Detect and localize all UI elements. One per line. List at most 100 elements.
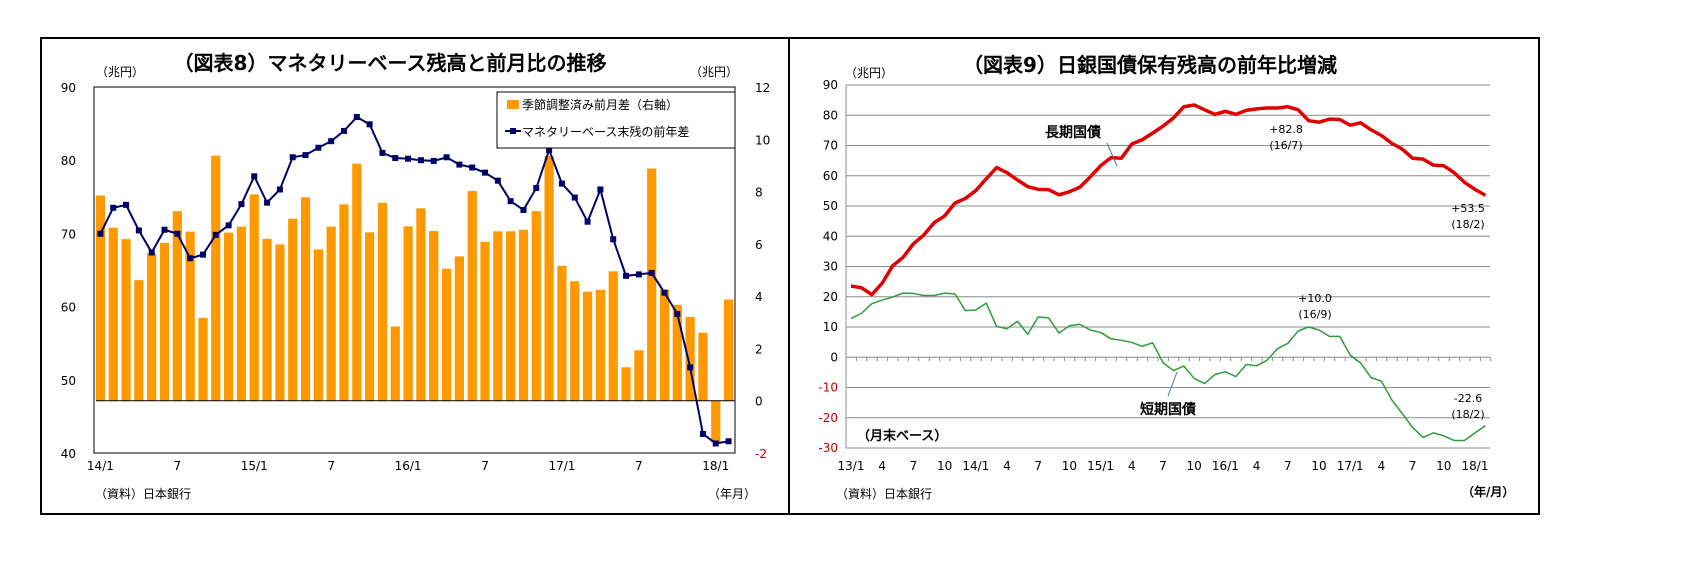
left-axis-tick-label: 40 (61, 447, 76, 461)
x-tick-label: 14/1 (87, 459, 114, 473)
x-tick-label: 7 (635, 459, 643, 473)
x-tick-label: 7 (1034, 459, 1042, 473)
x-tick-label: 10 (1062, 459, 1077, 473)
bar (698, 332, 708, 401)
y-tick-label: -10 (818, 381, 838, 395)
line-marker (699, 430, 706, 437)
line-marker (366, 121, 373, 128)
y-tick-label: 0 (830, 350, 838, 364)
line-marker (123, 201, 130, 208)
plot-area-border (93, 86, 736, 454)
annotation-value: -22.6 (1454, 392, 1482, 405)
left-axis-tick-label: 80 (61, 154, 76, 168)
bar (518, 229, 529, 401)
bar (480, 241, 490, 401)
line-marker (302, 152, 309, 159)
line-marker (225, 222, 232, 229)
line-marker (289, 154, 296, 161)
bar (377, 202, 388, 401)
bar (711, 400, 721, 443)
chart8-xlabel: （年月） (708, 487, 756, 501)
line-marker (482, 169, 489, 176)
bar (159, 242, 170, 401)
bar (108, 227, 118, 401)
line-marker (456, 161, 463, 168)
bar (544, 156, 554, 401)
x-tick-label: 7 (910, 459, 918, 473)
bar (236, 226, 247, 401)
y-tick-label: 60 (823, 169, 838, 183)
chart8-left-unit: （兆円） (96, 65, 144, 79)
bar (506, 231, 516, 401)
figure-frame (40, 37, 1540, 515)
bar (672, 304, 682, 401)
line-marker (546, 146, 553, 153)
annotation-period: (16/7) (1269, 139, 1302, 152)
short-term-arrow (1167, 371, 1178, 397)
legend-bar-swatch (507, 100, 519, 109)
bar (659, 289, 670, 401)
bar (198, 317, 208, 401)
line-marker (469, 164, 476, 171)
bar (595, 289, 605, 401)
y-tick-label: 90 (823, 78, 838, 92)
x-tick-label: 10 (1436, 459, 1451, 473)
line-marker (597, 186, 604, 193)
line-marker (97, 230, 104, 237)
x-tick-label: 7 (481, 459, 489, 473)
bar (390, 326, 400, 401)
short-term-label: 短期国債 (1140, 401, 1196, 418)
chart9-xlabel: （年/月） (1462, 484, 1514, 499)
left-axis-tick-label: 50 (61, 374, 76, 388)
bar (185, 231, 195, 401)
x-tick-label: 4 (1253, 459, 1261, 473)
bar (326, 226, 336, 401)
line-marker (212, 231, 219, 238)
chart9-source: （資料）日本銀行 (836, 487, 932, 501)
x-tick-label: 16/1 (1212, 459, 1239, 473)
line-marker (623, 272, 630, 279)
line-marker (392, 155, 399, 162)
bar (608, 271, 618, 401)
legend-bar-label: 季節調整済み前月差（右軸） (522, 97, 678, 112)
y-tick-label: 80 (823, 108, 838, 122)
line-marker (328, 138, 335, 145)
line-marker (648, 269, 655, 276)
x-tick-label: 17/1 (1337, 459, 1364, 473)
bar (647, 168, 657, 401)
bar (211, 155, 221, 401)
line-marker (584, 218, 591, 225)
y-tick-label: 20 (823, 290, 838, 304)
bar (723, 299, 734, 401)
x-tick-label: 4 (1378, 459, 1386, 473)
annotation-period: (18/2) (1451, 218, 1484, 231)
bar (313, 249, 323, 401)
line-marker (135, 227, 142, 234)
line-marker (520, 206, 527, 213)
bar (134, 280, 144, 401)
legend-line-marker (510, 128, 516, 134)
line-marker (417, 157, 424, 164)
bar (467, 191, 477, 401)
y-tick-label: 40 (823, 229, 838, 243)
line-marker (712, 440, 719, 447)
bar (275, 244, 285, 401)
line-marker (571, 194, 578, 201)
bar (262, 238, 272, 401)
left-axis-tick-label: 90 (61, 81, 76, 95)
bar (339, 204, 349, 401)
chart8-source: （資料）日本銀行 (95, 487, 191, 501)
line-marker (610, 236, 617, 243)
bar (121, 239, 131, 401)
bar (429, 231, 439, 401)
line-marker (725, 438, 732, 445)
line-marker (507, 198, 514, 205)
x-tick-label: 7 (1409, 459, 1417, 473)
bar (172, 211, 182, 401)
line-marker (558, 180, 565, 187)
bar (570, 281, 580, 401)
y-tick-label: -30 (818, 441, 838, 455)
line-marker (187, 255, 194, 262)
bar (352, 163, 362, 401)
line-marker (430, 157, 437, 164)
